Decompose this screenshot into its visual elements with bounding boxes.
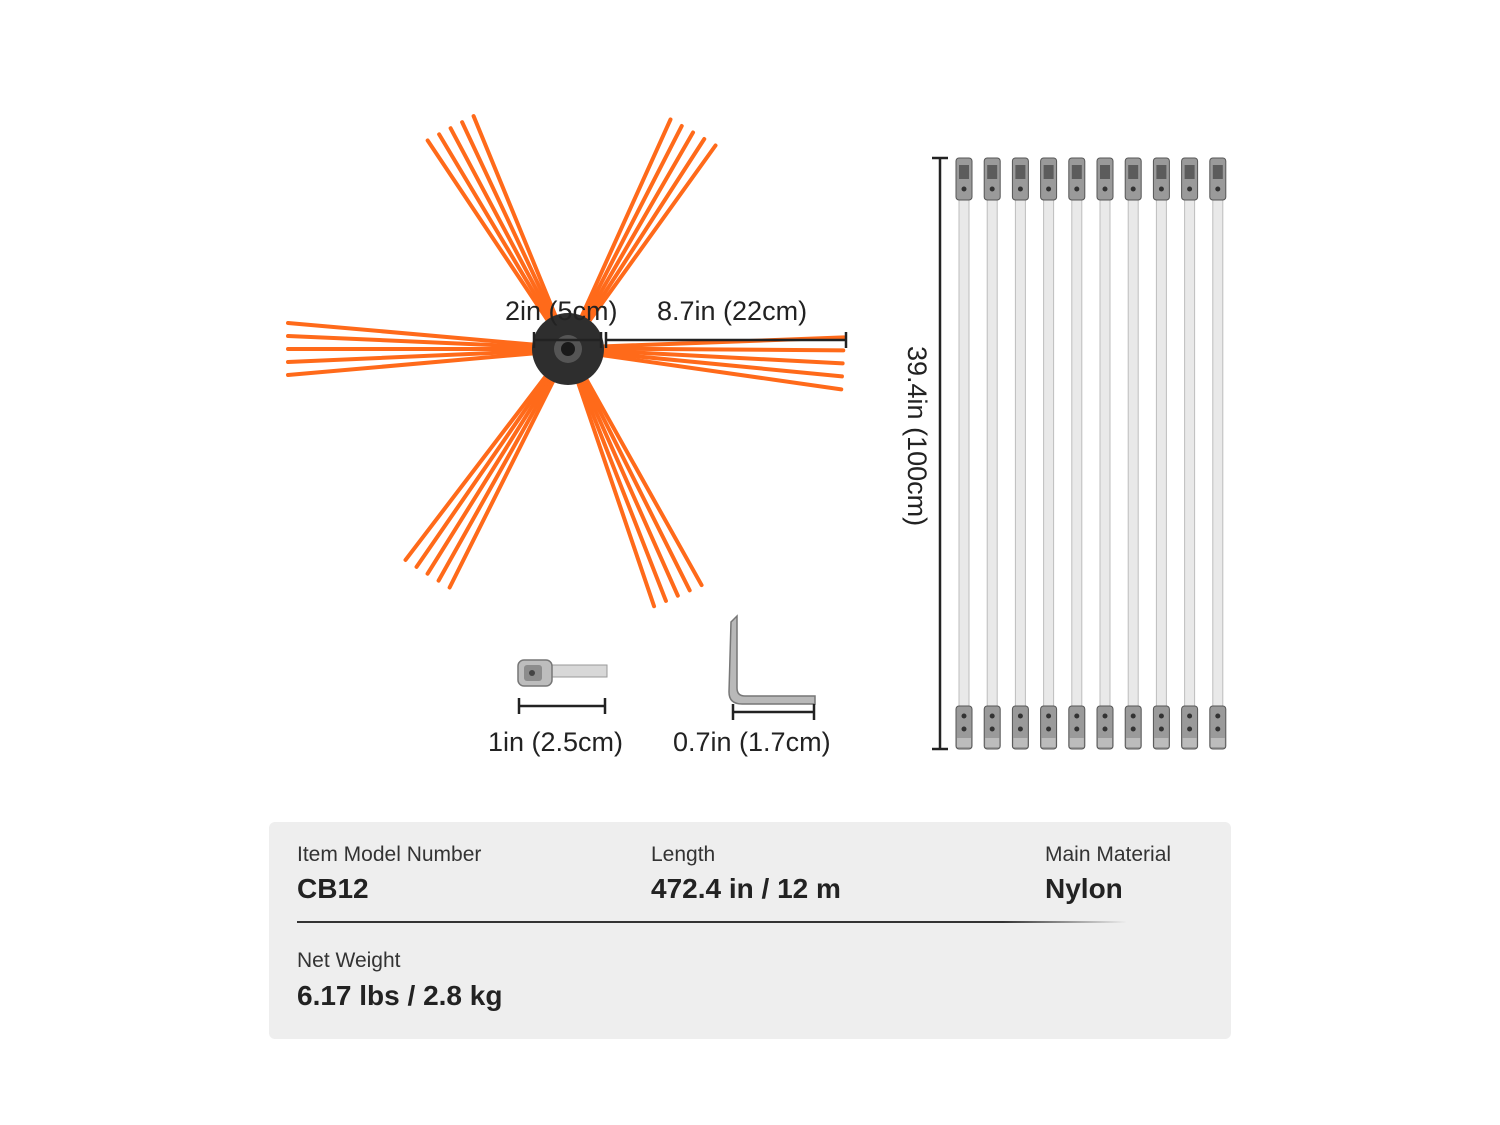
bristle-strand: [581, 130, 695, 326]
bristle-strand: [425, 372, 555, 576]
adapter-length-label: 1in (2.5cm): [488, 727, 624, 757]
extension-rod: [983, 157, 1001, 750]
bristle-strand: [574, 376, 657, 609]
bristle-strand: [414, 371, 553, 569]
bristle-strand: [460, 120, 558, 324]
brush-hub: [532, 313, 604, 385]
extension-rod: [1096, 157, 1114, 750]
bristle-length-label: 8.7in (22cm): [657, 296, 808, 326]
net-weight-value: 6.17 lbs / 2.8 kg: [297, 980, 503, 1011]
bristle-strand: [580, 373, 692, 593]
extension-rod: [1011, 157, 1029, 750]
hex-key-dimension-line: [731, 704, 816, 720]
bristle-strand: [448, 126, 556, 325]
adapter-dimension-line: [517, 698, 607, 714]
bristle-strand: [436, 373, 556, 583]
extension-rod: [1181, 157, 1199, 750]
rod-dimension-line: [932, 156, 948, 751]
brush-head-illustration: [286, 114, 1227, 751]
hub-dimension-line: [532, 332, 603, 348]
adapter-icon: [517, 659, 608, 687]
bristle-strand: [286, 334, 540, 349]
extension-rod: [955, 157, 973, 750]
hex-key-icon: [728, 614, 816, 705]
model-number-value: CB12: [297, 873, 369, 904]
main-material-value: Nylon: [1045, 873, 1123, 904]
bristle-dimension-line: [604, 332, 848, 348]
extension-rod: [1152, 157, 1170, 750]
bristle-strand: [286, 349, 540, 364]
hub-diameter-label: 2in (5cm): [505, 296, 618, 326]
bristle-strand: [471, 114, 560, 323]
bristle-strand: [595, 348, 845, 366]
bristle-strand: [578, 374, 680, 598]
bristle-strand: [425, 138, 553, 327]
extension-rod: [1068, 157, 1086, 750]
bristle-strand: [286, 321, 540, 347]
bristle-strand: [286, 351, 540, 377]
length-value: 472.4 in / 12 m: [651, 873, 841, 904]
wrench-length-label: 0.7in (1.7cm): [673, 727, 831, 757]
length-label: Length: [651, 843, 716, 866]
bristle-strand: [595, 350, 844, 379]
extension-rod: [1209, 157, 1227, 750]
model-number-label: Item Model Number: [297, 843, 482, 866]
bristle-strand: [595, 352, 844, 392]
bristle-strand: [576, 375, 668, 603]
bristle-strand: [577, 117, 673, 324]
bristle-strand: [584, 143, 718, 328]
extension-rod: [1040, 157, 1058, 750]
extension-rod: [1124, 157, 1142, 750]
extension-rods: [955, 157, 1227, 750]
bristle-strand: [437, 132, 555, 326]
net-weight-label: Net Weight: [297, 949, 401, 972]
main-material-label: Main Material: [1045, 843, 1172, 866]
spec-divider: [297, 921, 1127, 923]
bristle-strand: [447, 374, 558, 590]
bristle-strand: [579, 123, 684, 325]
bristle-strand: [403, 370, 551, 562]
nylon-bristles: [286, 114, 846, 609]
specifications-panel: Item Model Number CB12 Length 472.4 in /…: [269, 822, 1231, 1039]
bristle-strand: [596, 346, 846, 353]
bristle-strand: [581, 372, 704, 588]
rod-length-label: 39.4in (100cm): [902, 346, 932, 527]
bristle-strand: [582, 136, 707, 327]
